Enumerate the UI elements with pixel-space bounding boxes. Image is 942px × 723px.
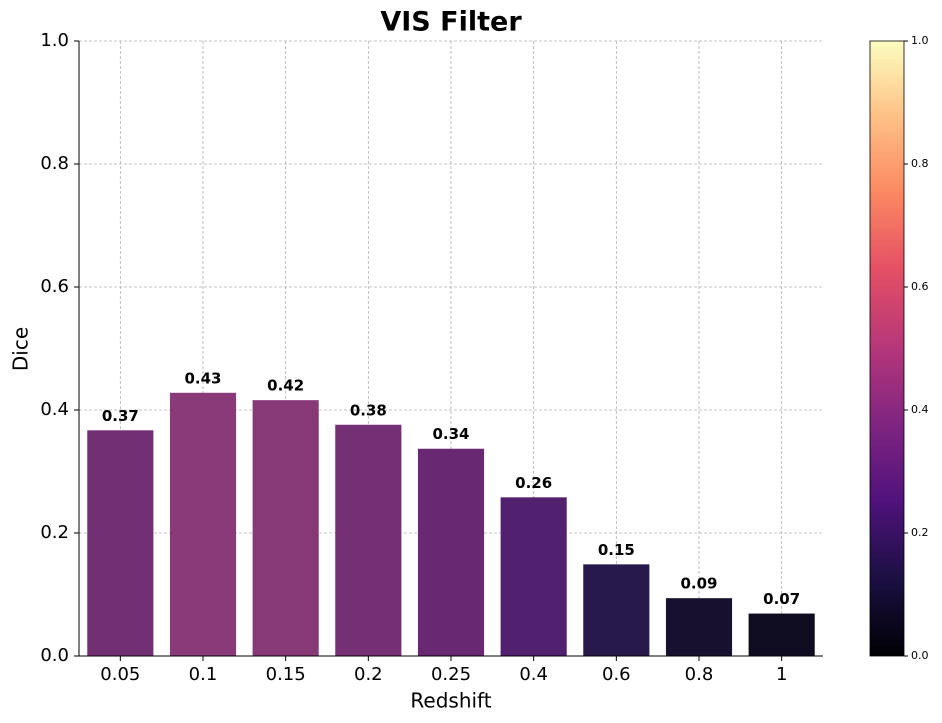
colorbar-tick-label: 0.8 [911, 157, 929, 170]
value-label: 0.26 [515, 474, 552, 492]
bar [417, 448, 485, 656]
x-tick-label: 0.25 [431, 664, 471, 685]
y-tick-label: 1.0 [40, 30, 69, 51]
x-tick-label: 0.15 [266, 664, 306, 685]
x-tick-label: 0.1 [189, 664, 218, 685]
x-tick-label: 0.05 [100, 664, 140, 685]
bar [748, 613, 815, 656]
value-label: 0.07 [763, 590, 800, 608]
x-tick-label: 0.6 [602, 664, 631, 685]
y-tick-label: 0.0 [40, 645, 69, 666]
bar [87, 430, 154, 656]
x-tick-label: 0.4 [519, 664, 548, 685]
y-tick-label: 0.6 [40, 276, 69, 297]
x-axis-label: Redshift [410, 689, 491, 713]
x-tick-label: 0.2 [354, 664, 383, 685]
x-tick-label: 1 [776, 664, 787, 685]
y-tick-label: 0.2 [40, 522, 69, 543]
bar [169, 392, 237, 656]
y-tick-label: 0.8 [40, 153, 69, 174]
colorbar-tick-label: 0.2 [911, 526, 929, 539]
colorbar [869, 40, 905, 657]
colorbar-tick-label: 0.4 [911, 403, 929, 416]
bar [665, 598, 733, 656]
colorbar-tick-label: 0.6 [911, 280, 929, 293]
y-tick-label: 0.4 [40, 399, 69, 420]
value-label: 0.34 [432, 425, 469, 443]
value-label: 0.42 [267, 377, 304, 395]
bar [500, 497, 567, 656]
value-label: 0.09 [680, 575, 717, 593]
x-tick-label: 0.8 [685, 664, 714, 685]
y-axis-label: Dice [9, 327, 33, 371]
chart-title: VIS Filter [380, 7, 522, 38]
bar [583, 564, 650, 656]
value-label: 0.43 [184, 369, 221, 387]
value-label: 0.38 [350, 401, 387, 419]
colorbar-tick-label: 1.0 [911, 34, 929, 47]
value-label: 0.37 [102, 407, 139, 425]
bar [335, 424, 402, 656]
bar [252, 400, 319, 656]
colorbar-tick-label: 0.0 [911, 649, 929, 662]
value-label: 0.15 [598, 541, 635, 559]
